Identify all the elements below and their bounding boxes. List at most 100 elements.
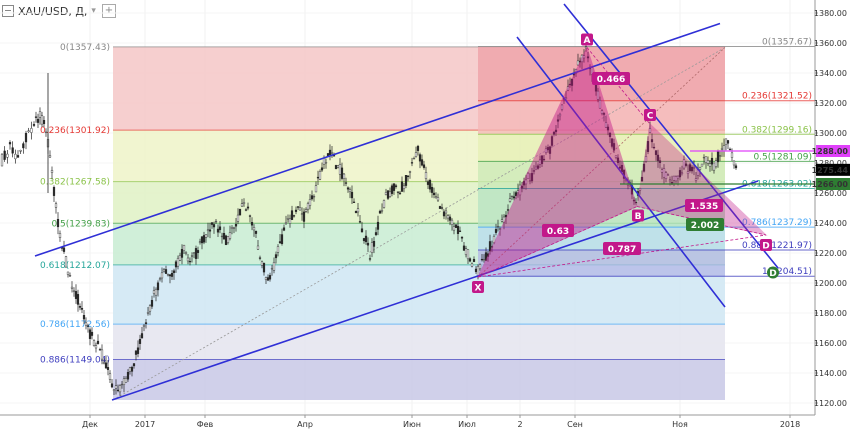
- candle-body: [254, 230, 258, 234]
- chevron-down-icon[interactable]: ▾: [91, 6, 96, 16]
- candle-body: [340, 167, 344, 179]
- fib-level-label: 0.5(1281.09): [753, 152, 812, 162]
- candle-body: [96, 340, 100, 344]
- candle-body: [516, 190, 520, 194]
- candle-body: [430, 187, 434, 193]
- candle-body: [130, 366, 134, 372]
- candle-body: [14, 153, 17, 160]
- collapse-icon[interactable]: [2, 5, 14, 17]
- candle-body: [136, 347, 140, 354]
- candle-body: [19, 149, 22, 152]
- fib-band-left: [113, 324, 725, 360]
- point-label-b: B: [635, 212, 642, 222]
- candle-body: [106, 367, 110, 370]
- price-label: 1288.00: [812, 147, 849, 156]
- candle-body: [124, 378, 128, 383]
- candle-body: [36, 118, 40, 123]
- candle-body: [212, 224, 216, 228]
- candle-body: [306, 203, 310, 210]
- candle-body: [498, 228, 502, 230]
- candle-body: [118, 385, 122, 393]
- candle-body: [278, 241, 282, 244]
- candle-body: [270, 267, 274, 270]
- candle-body: [16, 155, 20, 158]
- candle-body: [384, 192, 388, 195]
- candle-body: [666, 174, 670, 176]
- candle-body: [504, 214, 508, 218]
- candle-body: [690, 166, 694, 172]
- harmonic-ratio-line: [477, 206, 638, 278]
- candle-body: [382, 200, 386, 208]
- candle-body: [328, 149, 332, 156]
- candle-body: [226, 236, 230, 243]
- candle-body: [334, 165, 338, 170]
- ratio-tag-bg: [542, 224, 574, 237]
- add-compare-icon[interactable]: +: [101, 4, 116, 18]
- candle-body: [502, 216, 506, 223]
- candle-body: [152, 290, 156, 294]
- candle-body: [674, 176, 678, 182]
- point-label-c: C: [647, 112, 654, 122]
- candle-body: [512, 196, 516, 199]
- price-label-bg: [816, 178, 850, 190]
- fib-level-label: 0.5(1239.83): [51, 219, 110, 229]
- candle-body: [222, 233, 226, 240]
- candle-body: [252, 227, 256, 231]
- candle-body: [374, 232, 378, 236]
- candle-body: [586, 56, 590, 59]
- candle-body: [184, 252, 188, 254]
- fib-trend-line: [477, 47, 726, 278]
- fib-level-label: 0.382(1299.16): [742, 125, 812, 135]
- candle-body: [478, 264, 482, 270]
- candle-body: [568, 83, 572, 86]
- candle-body: [566, 86, 570, 91]
- candle-body: [290, 210, 294, 220]
- candle-body: [412, 158, 416, 160]
- candle-body: [30, 128, 33, 133]
- price-label: 1266.00: [812, 180, 849, 189]
- candle-body: [608, 132, 612, 137]
- candle-body: [388, 191, 392, 197]
- candle-body: [310, 195, 314, 200]
- candle-body: [288, 218, 292, 224]
- candle-body: [682, 159, 686, 169]
- candle-body: [654, 150, 658, 155]
- candle-body: [514, 192, 518, 196]
- candle-body: [688, 164, 692, 171]
- candle-body: [548, 146, 552, 154]
- candle-body: [188, 261, 192, 263]
- downtrend-line-lower: [516, 36, 726, 308]
- candle-body: [554, 129, 558, 133]
- candle-body: [634, 201, 638, 204]
- candle-body: [556, 119, 560, 122]
- candle-body: [534, 166, 538, 170]
- candle-body: [194, 248, 198, 259]
- candle-body: [346, 187, 350, 190]
- candle-body: [372, 241, 376, 247]
- candle-body: [564, 97, 568, 99]
- candle-body: [150, 299, 154, 307]
- time-tick-label: Апр: [297, 420, 313, 429]
- candle-body: [452, 226, 456, 231]
- candle-body: [494, 229, 498, 233]
- candle-body: [578, 60, 582, 63]
- candle-body: [274, 254, 278, 259]
- candle-body: [282, 227, 286, 231]
- candle-body: [88, 329, 92, 339]
- fib-band-left: [113, 359, 725, 400]
- candle-body: [386, 190, 390, 199]
- candle-body: [166, 273, 170, 276]
- candle-body: [102, 362, 106, 364]
- candle-body: [546, 147, 550, 151]
- candle-body: [266, 277, 270, 281]
- ratio-tag-label: 0.63: [547, 227, 569, 237]
- candle-body: [168, 274, 172, 277]
- time-tick-label: 2017: [135, 420, 155, 429]
- symbol-title[interactable]: XAU/USD, Д,: [18, 4, 88, 18]
- candle-body: [74, 291, 78, 299]
- candle-body: [632, 199, 636, 202]
- candle-body: [400, 181, 404, 192]
- candle-body: [404, 175, 408, 186]
- candle-body: [712, 162, 716, 171]
